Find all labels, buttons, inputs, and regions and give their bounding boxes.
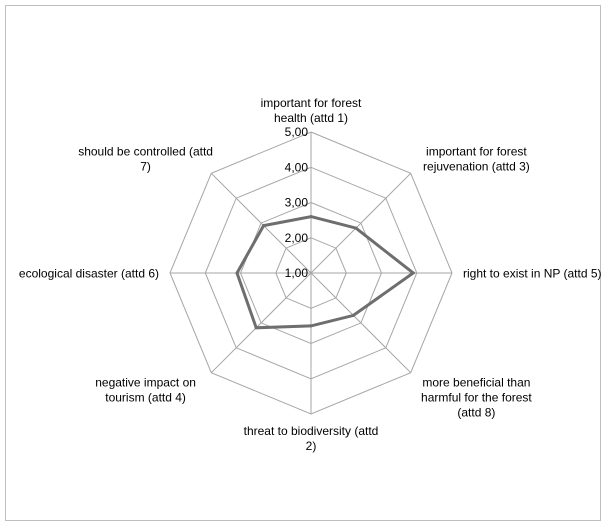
- series-point: [309, 215, 313, 219]
- tick-label: 3,00: [285, 196, 309, 210]
- category-label-line: important for forest: [426, 145, 527, 159]
- category-label-line: threat to biodiversity (attd: [244, 424, 379, 438]
- category-label-line: ecological disaster (attd 6): [19, 267, 159, 281]
- category-label-line: (attd 8): [457, 405, 495, 419]
- category-label: important for forest rejuvenation (attd 3…: [423, 145, 530, 174]
- grid-spoke: [210, 272, 312, 374]
- category-label-line: harmful for the forest: [421, 390, 532, 404]
- category-label-line: should be controlled (attd: [78, 145, 213, 159]
- chart-frame: [5, 5, 601, 521]
- category-label-line: negative impact on: [95, 375, 196, 389]
- category-label: more beneficial than harmful for the fore…: [421, 375, 532, 419]
- category-label: negative impact on tourism (attd 4): [95, 375, 196, 404]
- category-labels: important for forest health (attd 1)impor…: [19, 96, 602, 453]
- tick-labels: 1,00 2,00 3,00 4,00 5,00: [285, 125, 309, 280]
- grid: [169, 131, 453, 415]
- series-line: [235, 215, 416, 330]
- tick-label: 1,00: [285, 266, 309, 280]
- category-label: threat to biodiversity (attd 2): [244, 424, 379, 453]
- series-point: [262, 224, 266, 228]
- series-point: [254, 326, 258, 330]
- tick-label: 2,00: [285, 231, 309, 245]
- series-point: [411, 271, 415, 275]
- tick-label: 5,00: [285, 125, 309, 139]
- series-point: [351, 313, 355, 317]
- series: [235, 215, 416, 330]
- grid-spoke: [210, 172, 312, 274]
- category-label-line: health (attd 1): [274, 111, 348, 125]
- grid-spoke: [310, 172, 412, 274]
- category-label-line: more beneficial than: [422, 375, 530, 389]
- category-label-line: 7): [140, 160, 151, 174]
- category-label-line: tourism (attd 4): [105, 390, 186, 404]
- category-label: important for forest health (attd 1): [261, 96, 362, 125]
- category-label-line: important for forest: [261, 96, 362, 110]
- category-label: right to exist in NP (attd 5): [463, 267, 602, 281]
- category-label: should be controlled (attd 7): [78, 145, 213, 174]
- series-point: [354, 226, 358, 230]
- category-label: ecological disaster (attd 6): [19, 267, 159, 281]
- grid-spoke: [310, 272, 412, 374]
- category-label-line: 2): [306, 439, 317, 453]
- tick-label: 4,00: [285, 160, 309, 174]
- category-label-line: rejuvenation (attd 3): [423, 160, 530, 174]
- category-label-line: right to exist in NP (attd 5): [463, 267, 602, 281]
- series-point: [235, 271, 239, 275]
- series-point: [309, 324, 313, 328]
